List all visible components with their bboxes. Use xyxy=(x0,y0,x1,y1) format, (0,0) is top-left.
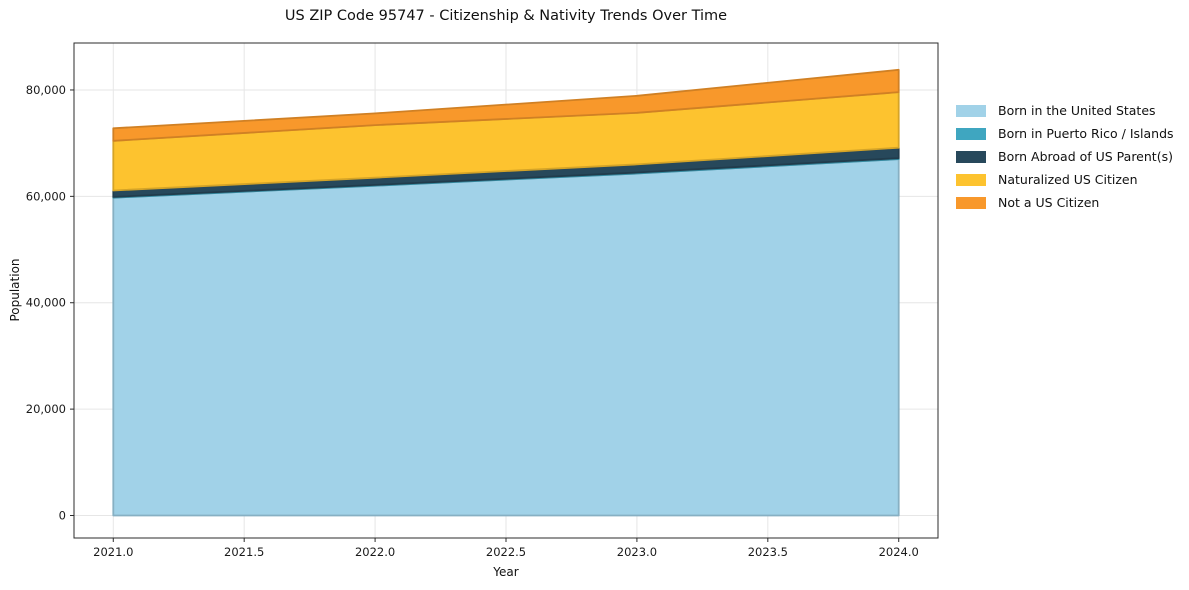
legend-item: Born in Puerto Rico / Islands xyxy=(956,126,1174,141)
legend-label: Born Abroad of US Parent(s) xyxy=(998,149,1173,164)
y-tick-label: 40,000 xyxy=(26,296,66,310)
area-born-in-the-united-states xyxy=(112,158,900,517)
legend-item: Born in the United States xyxy=(956,103,1174,118)
legend-item: Naturalized US Citizen xyxy=(956,172,1174,187)
legend-item: Not a US Citizen xyxy=(956,195,1174,210)
x-tick-label: 2022.0 xyxy=(355,545,395,559)
x-axis-title: Year xyxy=(493,565,519,579)
legend-swatch xyxy=(956,196,986,209)
x-tick-label: 2021.5 xyxy=(224,545,264,559)
legend-item: Born Abroad of US Parent(s) xyxy=(956,149,1174,164)
legend-swatch xyxy=(956,150,986,163)
legend-swatch xyxy=(956,173,986,186)
legend-swatch xyxy=(956,104,986,117)
y-tick-label: 60,000 xyxy=(26,189,66,203)
y-tick-label: 0 xyxy=(59,509,66,523)
y-tick-label: 80,000 xyxy=(26,83,66,97)
y-tick-label: 20,000 xyxy=(26,402,66,416)
legend-label: Born in Puerto Rico / Islands xyxy=(998,126,1174,141)
x-tick-label: 2024.0 xyxy=(879,545,919,559)
x-tick-label: 2023.5 xyxy=(748,545,788,559)
legend-label: Naturalized US Citizen xyxy=(998,172,1138,187)
legend-swatch xyxy=(956,127,986,140)
legend: Born in the United States Born in Puerto … xyxy=(956,103,1174,219)
legend-label: Not a US Citizen xyxy=(998,195,1100,210)
chart-title: US ZIP Code 95747 - Citizenship & Nativi… xyxy=(284,8,728,24)
x-tick-label: 2023.0 xyxy=(617,545,657,559)
legend-label: Born in the United States xyxy=(998,103,1156,118)
x-tick-label: 2021.0 xyxy=(93,545,133,559)
x-tick-label: 2022.5 xyxy=(486,545,526,559)
area-not-a-us-citizen xyxy=(112,68,900,142)
